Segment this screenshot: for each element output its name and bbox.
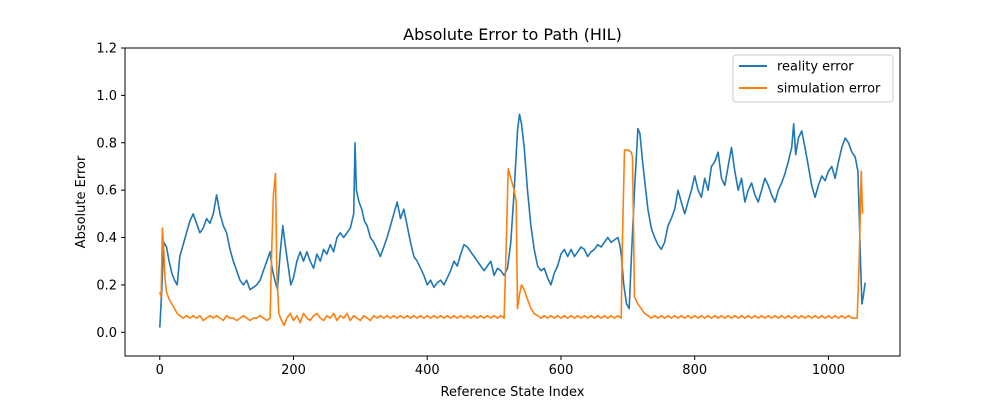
- legend-box: [732, 54, 894, 103]
- legend-label: reality error: [777, 60, 854, 75]
- series-line-0: [159, 113, 866, 328]
- plot-frame: [124, 47, 901, 357]
- y-tick-label: 0.8: [96, 136, 117, 151]
- legend-label: simulation error: [777, 82, 881, 97]
- x-axis: 0 200 400 600 800 1000: [156, 356, 845, 378]
- y-tick-label: 0.0: [96, 326, 117, 341]
- y-tick-label: 0.4: [96, 231, 117, 246]
- x-tick-label: 200: [281, 363, 306, 378]
- x-tick-label: 0: [156, 363, 164, 378]
- y-tick-label: 0.2: [96, 278, 117, 293]
- y-tick-label: 0.6: [96, 184, 117, 199]
- y-tick-label: 1.0: [96, 89, 117, 104]
- x-tick-label: 1000: [812, 363, 845, 378]
- x-axis-label: Reference State Index: [441, 385, 585, 400]
- x-tick-label: 400: [415, 363, 440, 378]
- series-line-1: [159, 149, 864, 326]
- x-tick-label: 600: [549, 363, 574, 378]
- y-axis-label: Absolute Error: [74, 155, 89, 248]
- x-tick-label: 800: [682, 363, 707, 378]
- y-tick-label: 1.2: [96, 42, 117, 57]
- series-layer: [159, 113, 866, 328]
- chart-title: Absolute Error to Path (HIL): [403, 25, 622, 44]
- legend: reality error simulation error: [732, 54, 894, 103]
- y-axis: 0.0 0.2 0.4 0.6 0.8 1.0 1.2: [96, 42, 125, 341]
